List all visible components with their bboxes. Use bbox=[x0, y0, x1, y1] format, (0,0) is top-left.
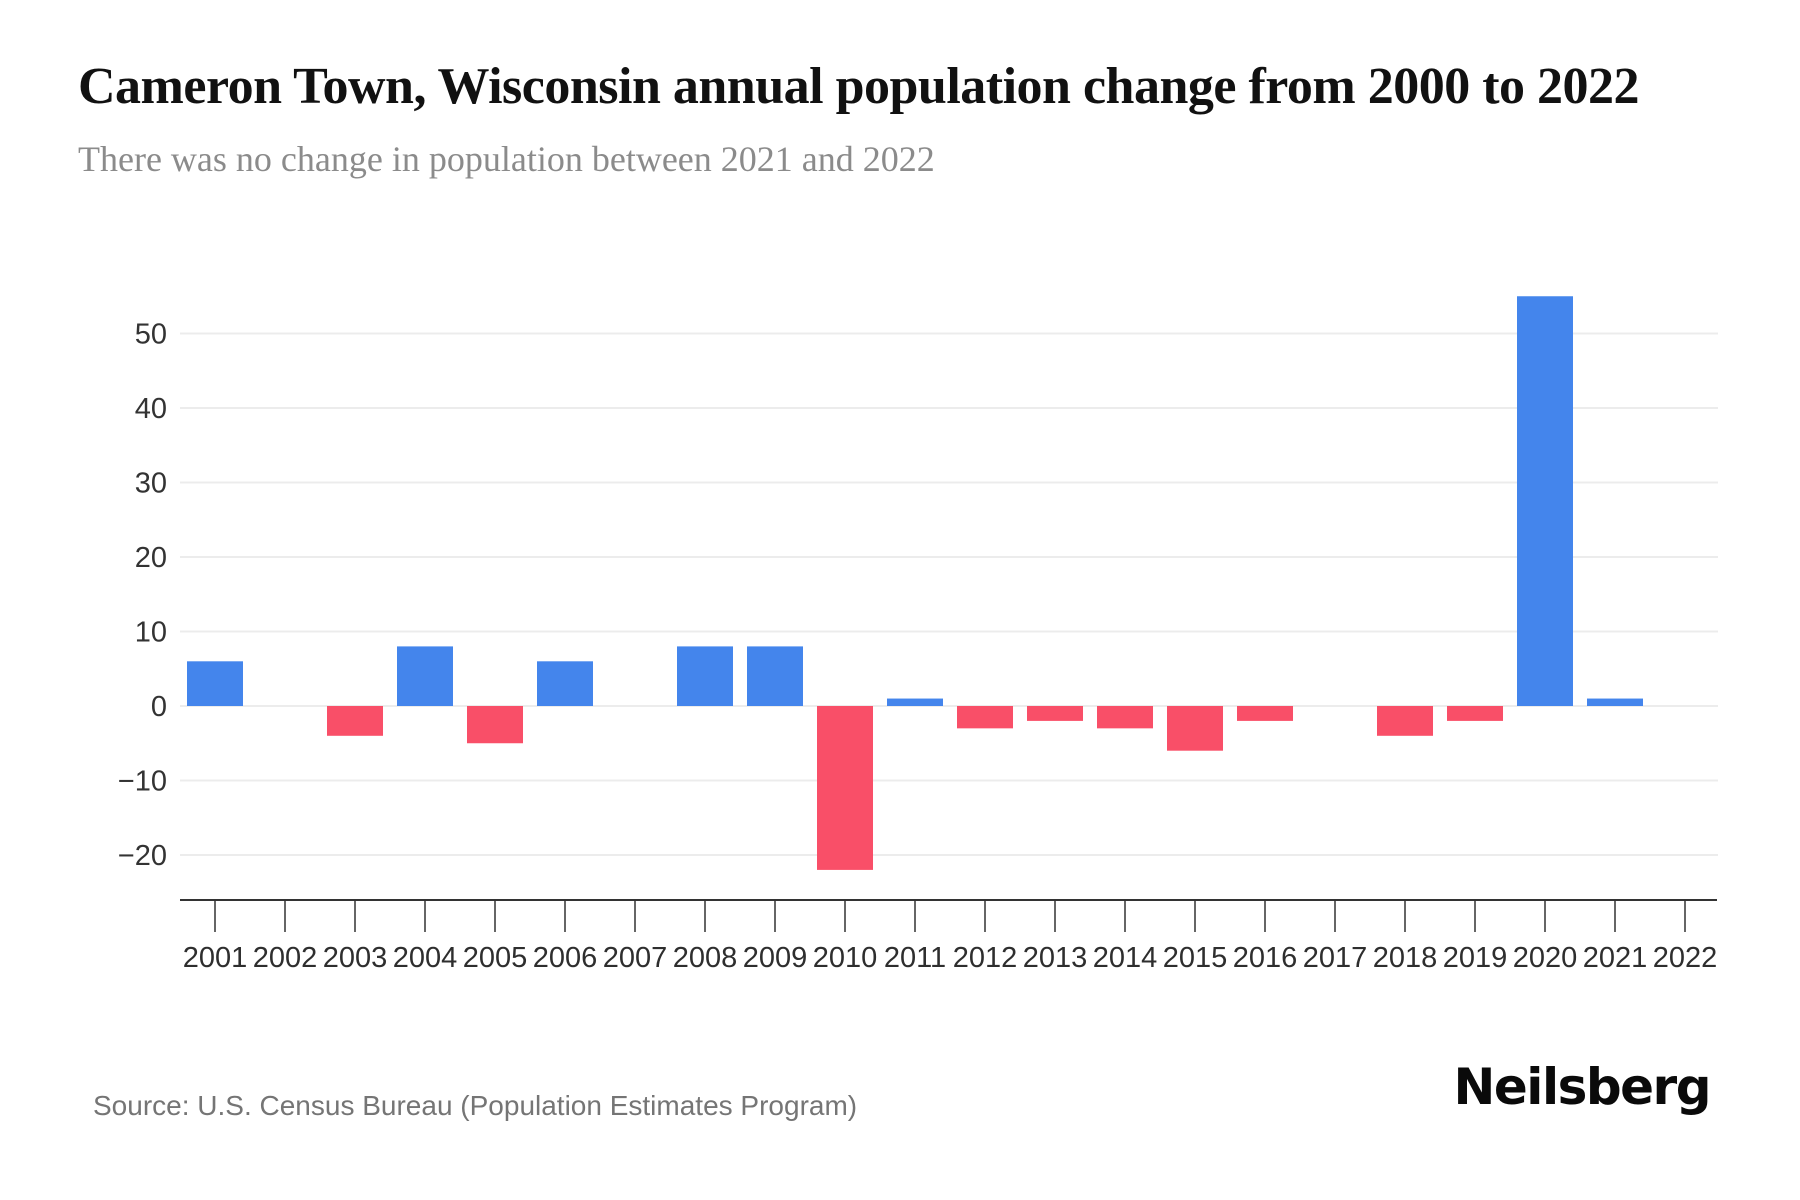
x-tick-label: 2012 bbox=[953, 942, 1018, 974]
x-tick-label: 2013 bbox=[1023, 942, 1088, 974]
bar-2001[interactable] bbox=[187, 661, 243, 706]
x-tick-label: 2011 bbox=[884, 942, 946, 974]
bar-2010[interactable] bbox=[817, 706, 873, 870]
x-tick-label: 2020 bbox=[1513, 942, 1578, 974]
x-tick-label: 2007 bbox=[603, 942, 668, 974]
brand-logo[interactable]: Neilsberg bbox=[1453, 1058, 1712, 1116]
y-tick-label: 40 bbox=[135, 393, 167, 425]
bar-2014[interactable] bbox=[1097, 706, 1153, 729]
chart-subtitle: There was no change in population betwee… bbox=[78, 139, 935, 179]
bar-2021[interactable] bbox=[1587, 698, 1643, 706]
bar-2018[interactable] bbox=[1377, 706, 1433, 736]
x-tick-label: 2008 bbox=[673, 942, 738, 974]
x-tick-label: 2016 bbox=[1233, 942, 1298, 974]
bar-2016[interactable] bbox=[1237, 706, 1293, 721]
x-tick-label: 2018 bbox=[1373, 942, 1438, 974]
y-tick-label: 10 bbox=[135, 617, 167, 649]
x-tick-label: 2010 bbox=[813, 942, 878, 974]
bar-2011[interactable] bbox=[887, 698, 943, 706]
y-tick-label: 30 bbox=[135, 468, 167, 500]
bar-2005[interactable] bbox=[467, 706, 523, 744]
x-tick-label: 2003 bbox=[323, 942, 388, 974]
bar-2003[interactable] bbox=[327, 706, 383, 736]
x-tick-label: 2001 bbox=[183, 942, 248, 974]
bar-2015[interactable] bbox=[1167, 706, 1223, 751]
chart-title: Cameron Town, Wisconsin annual populatio… bbox=[78, 58, 1640, 115]
x-tick-label: 2019 bbox=[1443, 942, 1508, 974]
x-tick-label: 2021 bbox=[1583, 942, 1648, 974]
bar-2012[interactable] bbox=[957, 706, 1013, 729]
x-tick-label: 2009 bbox=[743, 942, 808, 974]
source-attribution: Source: U.S. Census Bureau (Population E… bbox=[93, 1090, 858, 1121]
bar-2006[interactable] bbox=[537, 661, 593, 706]
y-tick-label: 20 bbox=[135, 542, 167, 574]
x-tick-label: 2022 bbox=[1653, 942, 1718, 974]
bar-2008[interactable] bbox=[677, 646, 733, 706]
x-tick-label: 2015 bbox=[1163, 942, 1228, 974]
x-tick-label: 2002 bbox=[253, 942, 318, 974]
y-tick-label: −20 bbox=[118, 840, 167, 872]
x-tick-label: 2006 bbox=[533, 942, 598, 974]
bar-2019[interactable] bbox=[1447, 706, 1503, 721]
x-tick-label: 2017 bbox=[1303, 942, 1368, 974]
y-tick-label: 0 bbox=[151, 691, 167, 723]
bar-2004[interactable] bbox=[397, 646, 453, 706]
bar-2013[interactable] bbox=[1027, 706, 1083, 721]
x-tick-label: 2005 bbox=[463, 942, 528, 974]
x-tick-label: 2014 bbox=[1093, 942, 1158, 974]
bar-2009[interactable] bbox=[747, 646, 803, 706]
y-tick-label: 50 bbox=[135, 319, 167, 351]
bar-2020[interactable] bbox=[1517, 296, 1573, 706]
x-tick-label: 2004 bbox=[393, 942, 458, 974]
y-tick-label: −10 bbox=[118, 766, 167, 798]
